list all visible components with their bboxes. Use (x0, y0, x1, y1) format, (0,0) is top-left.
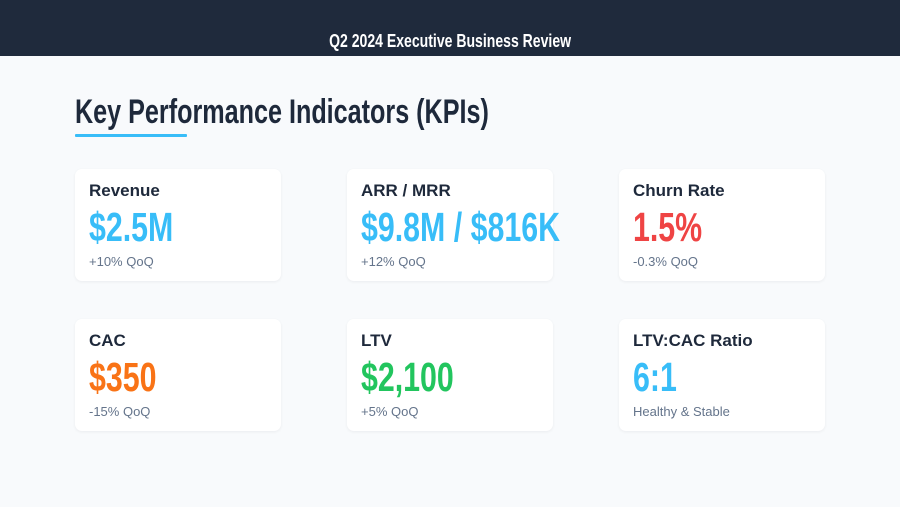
kpi-value: $2.5M (89, 204, 174, 250)
kpi-label: ARR / MRR (361, 181, 451, 200)
kpi-change: -15% QoQ (89, 404, 151, 419)
kpi-value: $2,100 (361, 354, 454, 400)
heading-underline (75, 134, 187, 137)
kpi-change: +12% QoQ (361, 254, 426, 269)
kpi-change: -0.3% QoQ (633, 254, 699, 269)
kpi-label: LTV:CAC Ratio (633, 331, 753, 350)
header-bar: Q2 2024 Executive Business Review (0, 0, 900, 56)
kpi-change: +5% QoQ (361, 404, 419, 419)
kpi-card-arr-mrr: ARR / MRR $9.8M / $816K +12% QoQ (347, 169, 560, 281)
kpi-label: Revenue (89, 181, 160, 200)
header-title: Q2 2024 Executive Business Review (0, 31, 900, 51)
kpi-change: Healthy & Stable (633, 404, 730, 419)
kpi-label: CAC (89, 331, 126, 350)
page-heading: Key Performance Indicators (KPIs) (75, 93, 489, 131)
kpi-card-cac: CAC $350 -15% QoQ (75, 319, 281, 431)
kpi-value: $350 (89, 354, 157, 400)
kpi-card-ltv-cac-ratio: LTV:CAC Ratio 6:1 Healthy & Stable (619, 319, 825, 431)
kpi-label: LTV (361, 331, 392, 350)
kpi-label: Churn Rate (633, 181, 725, 200)
header-title-text: Q2 2024 Executive Business Review (329, 31, 571, 51)
kpi-value: 6:1 (633, 354, 677, 400)
kpi-card-ltv: LTV $2,100 +5% QoQ (347, 319, 553, 431)
kpi-value: $9.8M / $816K (361, 204, 561, 250)
kpi-card-churn-rate: Churn Rate 1.5% -0.3% QoQ (619, 169, 825, 281)
kpi-card-revenue: Revenue $2.5M +10% QoQ (75, 169, 281, 281)
kpi-change: +10% QoQ (89, 254, 154, 269)
kpi-value: 1.5% (633, 204, 703, 250)
